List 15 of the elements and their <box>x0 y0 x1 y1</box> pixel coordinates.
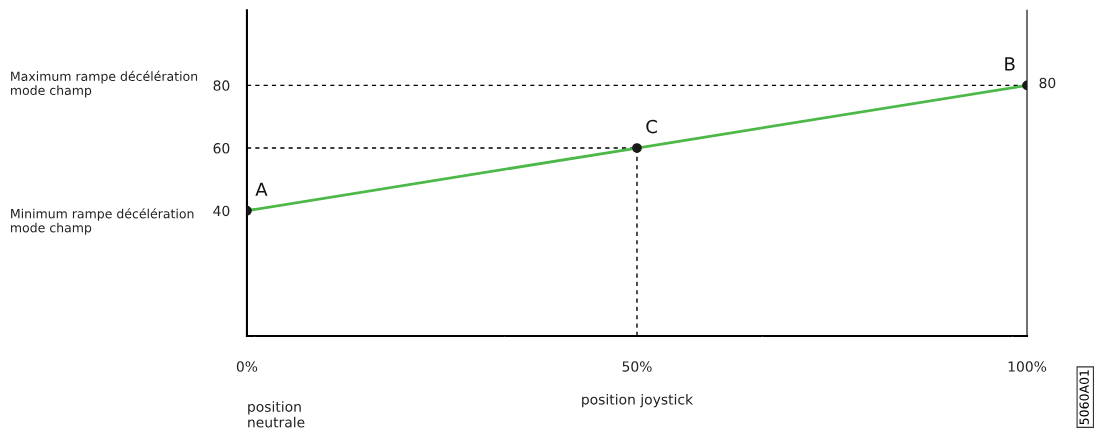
x-tick-label: 0% <box>236 361 258 372</box>
x-axis-title: position joystick <box>582 393 694 408</box>
text: 5060A01 <box>1079 370 1089 425</box>
y-tick-label: 60 <box>213 143 230 154</box>
annotation: B <box>1005 57 1015 71</box>
annotation: C <box>646 119 657 134</box>
y-tick-label: 80 <box>213 80 230 91</box>
x-tick-label: 100% <box>1008 361 1047 372</box>
x-tick-label: 50% <box>622 361 652 372</box>
text: Maximum rampe décélération mode champ <box>11 70 198 98</box>
text: position neutrale <box>248 401 305 428</box>
text: Minimum rampe décélération mode champ <box>11 208 194 235</box>
annotation: A <box>255 182 268 196</box>
y-tick-label: 40 <box>213 205 230 217</box>
text: 80 <box>1039 77 1056 89</box>
